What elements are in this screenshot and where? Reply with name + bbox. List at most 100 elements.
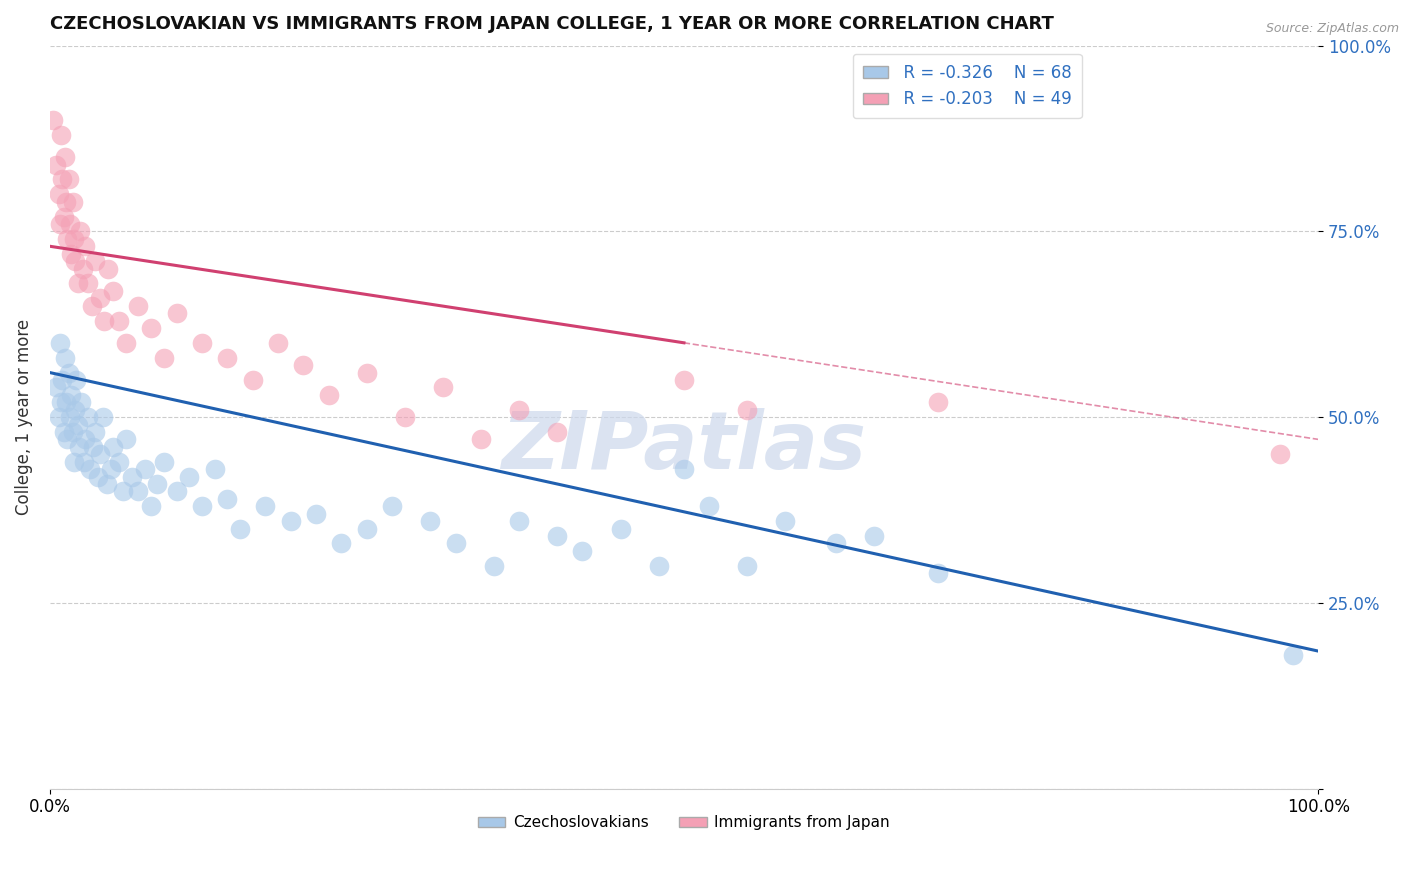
Point [96,477,118,491]
Point [381,500,404,514]
Point [444,536,467,550]
Point [280,514,302,528]
Point [114,335,136,350]
Point [571,544,593,558]
Point [356,522,378,536]
Point [51,373,73,387]
Point [53,351,76,365]
Point [647,558,669,573]
Point [73,455,96,469]
Point [89,447,111,461]
Point [292,358,315,372]
Point [80,299,103,313]
Point [45,380,67,394]
Point [166,484,188,499]
Point [93,313,115,327]
Point [63,254,86,268]
Point [546,529,568,543]
Point [45,157,67,171]
Text: CZECHOSLOVAKIAN VS IMMIGRANTS FROM JAPAN COLLEGE, 1 YEAR OR MORE CORRELATION CHA: CZECHOSLOVAKIAN VS IMMIGRANTS FROM JAPAN… [49,15,1053,33]
Point [49,128,72,142]
Point [62,232,84,246]
Point [51,172,73,186]
Point [56,433,79,447]
Point [141,321,163,335]
Point [1270,447,1292,461]
Point [112,484,135,499]
Point [217,351,239,365]
Point [53,150,76,164]
Point [153,455,176,469]
Point [84,425,107,439]
Point [546,425,568,439]
Point [55,395,77,409]
Point [318,388,340,402]
Point [108,455,131,469]
Point [482,558,505,573]
Point [70,395,93,409]
Point [101,440,124,454]
Point [166,306,188,320]
Point [394,410,416,425]
Point [153,351,176,365]
Point [48,187,70,202]
Point [100,462,122,476]
Point [75,433,97,447]
Point [672,373,695,387]
Point [114,433,136,447]
Point [60,246,83,260]
Point [419,514,441,528]
Point [89,291,111,305]
Point [508,402,530,417]
Point [63,402,86,417]
Point [60,388,83,402]
Point [76,410,98,425]
Point [737,558,759,573]
Point [49,335,72,350]
Point [775,514,797,528]
Point [191,500,214,514]
Point [127,484,149,499]
Point [75,239,97,253]
Point [217,491,239,506]
Point [42,112,65,127]
Point [67,440,90,454]
Point [65,373,87,387]
Point [927,566,949,580]
Point [432,380,454,394]
Point [141,500,163,514]
Point [1282,648,1305,662]
Point [69,224,91,238]
Legend: Czechoslovakians, Immigrants from Japan: Czechoslovakians, Immigrants from Japan [472,809,896,837]
Point [305,507,328,521]
Point [66,417,89,432]
Point [49,217,72,231]
Point [62,425,84,439]
Point [134,462,156,476]
Point [49,395,72,409]
Point [62,194,84,209]
Point [97,261,120,276]
Point [609,522,631,536]
Point [52,425,75,439]
Point [356,366,378,380]
Point [58,172,80,186]
Point [91,410,114,425]
Text: ZIPatlas: ZIPatlas [502,408,866,486]
Point [58,366,80,380]
Point [76,277,98,291]
Point [62,455,84,469]
Point [508,514,530,528]
Point [146,477,169,491]
Point [672,462,695,476]
Point [330,536,353,550]
Point [108,313,131,327]
Point [66,277,89,291]
Point [267,335,290,350]
Point [699,500,721,514]
Point [254,500,277,514]
Point [470,433,492,447]
Point [84,254,107,268]
Point [87,469,110,483]
Point [82,440,104,454]
